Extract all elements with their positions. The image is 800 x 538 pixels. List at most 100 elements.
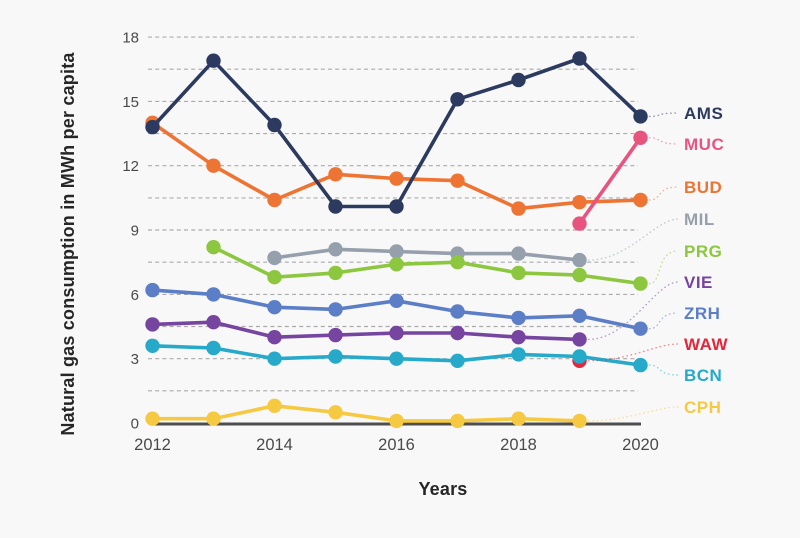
data-point-ZRH [511,310,526,326]
data-point-BCN [145,338,160,353]
data-point-BCN [450,353,465,368]
series-label-BCN: BCN [684,366,722,385]
data-point-PRG [450,255,465,270]
data-point-MUC [633,130,648,145]
data-point-AMS [328,199,343,214]
data-point-BUD [328,167,343,182]
data-point-BUD [267,192,282,208]
data-point-PRG [389,257,404,272]
data-point-VIE [267,330,282,345]
data-point-CPH [511,411,526,426]
series-line-VIE [150,320,582,342]
data-point-CPH [328,405,343,420]
x-tick-label: 2016 [378,436,415,454]
data-point-CPH [267,398,282,413]
series-label-PRG: PRG [684,242,722,261]
series-line-MUC [577,136,643,226]
data-point-BCN [206,340,221,356]
y-tick-label: 9 [131,223,139,240]
leader-line-ZRH [648,312,679,330]
x-tick-label: 2012 [134,436,171,454]
x-axis-ticks: 2012 2014 2016 2018 2020 [134,436,659,454]
data-point-PRG [328,265,343,281]
data-point-BUD [389,171,404,186]
data-point-CPH [206,411,221,426]
leader-line-MIL [587,218,679,261]
y-tick-label: 3 [131,351,139,368]
series-ZRH [145,282,648,336]
data-point-CPH [389,413,404,429]
data-point-CPH [450,413,465,429]
data-point-MIL [267,250,282,266]
data-point-BCN [633,357,648,373]
data-point-AMS [511,72,526,88]
data-point-ZRH [267,300,282,315]
data-point-AMS [633,109,648,124]
data-point-VIE [328,327,343,343]
data-point-ZRH [389,293,404,308]
data-point-ZRH [572,308,587,323]
y-tick-label: 18 [122,30,139,47]
data-point-AMS [267,117,282,133]
data-point-BCN [328,349,343,364]
leader-line-MUC [648,137,679,145]
data-point-ZRH [206,287,221,302]
data-point-PRG [267,270,282,285]
y-tick-label: 15 [122,94,139,111]
data-point-CPH [145,411,160,426]
series-line-PRG [211,245,643,286]
leader-line-BCN [648,364,679,376]
series-label-CPH: CPH [684,398,721,417]
series-label-ZRH: ZRH [684,304,720,323]
data-point-BCN [267,351,282,366]
series-MUC [572,130,648,231]
data-point-VIE [572,332,587,347]
leader-line-VIE [587,281,679,341]
series-label-MIL: MIL [684,210,715,229]
x-tick-label: 2018 [500,436,537,454]
data-point-AMS [450,92,465,107]
data-point-MUC [572,216,587,231]
leader-line-PRG [648,250,679,285]
data-point-AMS [206,53,221,68]
data-point-ZRH [450,304,465,319]
data-point-VIE [206,315,221,330]
x-axis-title: Years [418,479,468,499]
data-point-MIL [572,252,587,268]
data-point-PRG [206,240,221,255]
data-point-AMS [145,119,160,135]
series-label-MUC: MUC [684,135,724,154]
y-axis-title: Natural gas consumption in MWh per capit… [58,52,78,436]
x-tick-label: 2020 [622,436,659,454]
data-point-VIE [389,325,404,341]
leader-line-AMS [648,112,679,118]
data-point-VIE [511,330,526,345]
series-BCN [145,338,648,373]
data-point-ZRH [633,321,648,336]
data-point-BCN [572,349,587,364]
data-point-BCN [389,351,404,366]
data-point-ZRH [145,282,160,298]
data-point-MIL [511,246,526,261]
data-point-VIE [145,317,160,332]
x-tick-label: 2014 [256,436,293,454]
series-CPH [145,398,587,429]
data-point-MIL [389,244,404,259]
leader-line-CPH [587,406,679,422]
data-point-AMS [572,51,587,66]
data-point-MIL [328,242,343,257]
data-point-PRG [511,265,526,281]
series-PRG [206,240,648,291]
series-label-WAW: WAW [684,335,728,354]
series-label-BUD: BUD [684,178,722,197]
y-tick-label: 0 [131,416,139,433]
series-MIL [267,242,587,268]
data-point-AMS [389,199,404,214]
leader-line-WAW [587,343,679,362]
series-line-MIL [272,247,582,262]
data-point-VIE [450,325,465,341]
data-point-CPH [572,413,587,429]
data-point-PRG [572,267,587,283]
